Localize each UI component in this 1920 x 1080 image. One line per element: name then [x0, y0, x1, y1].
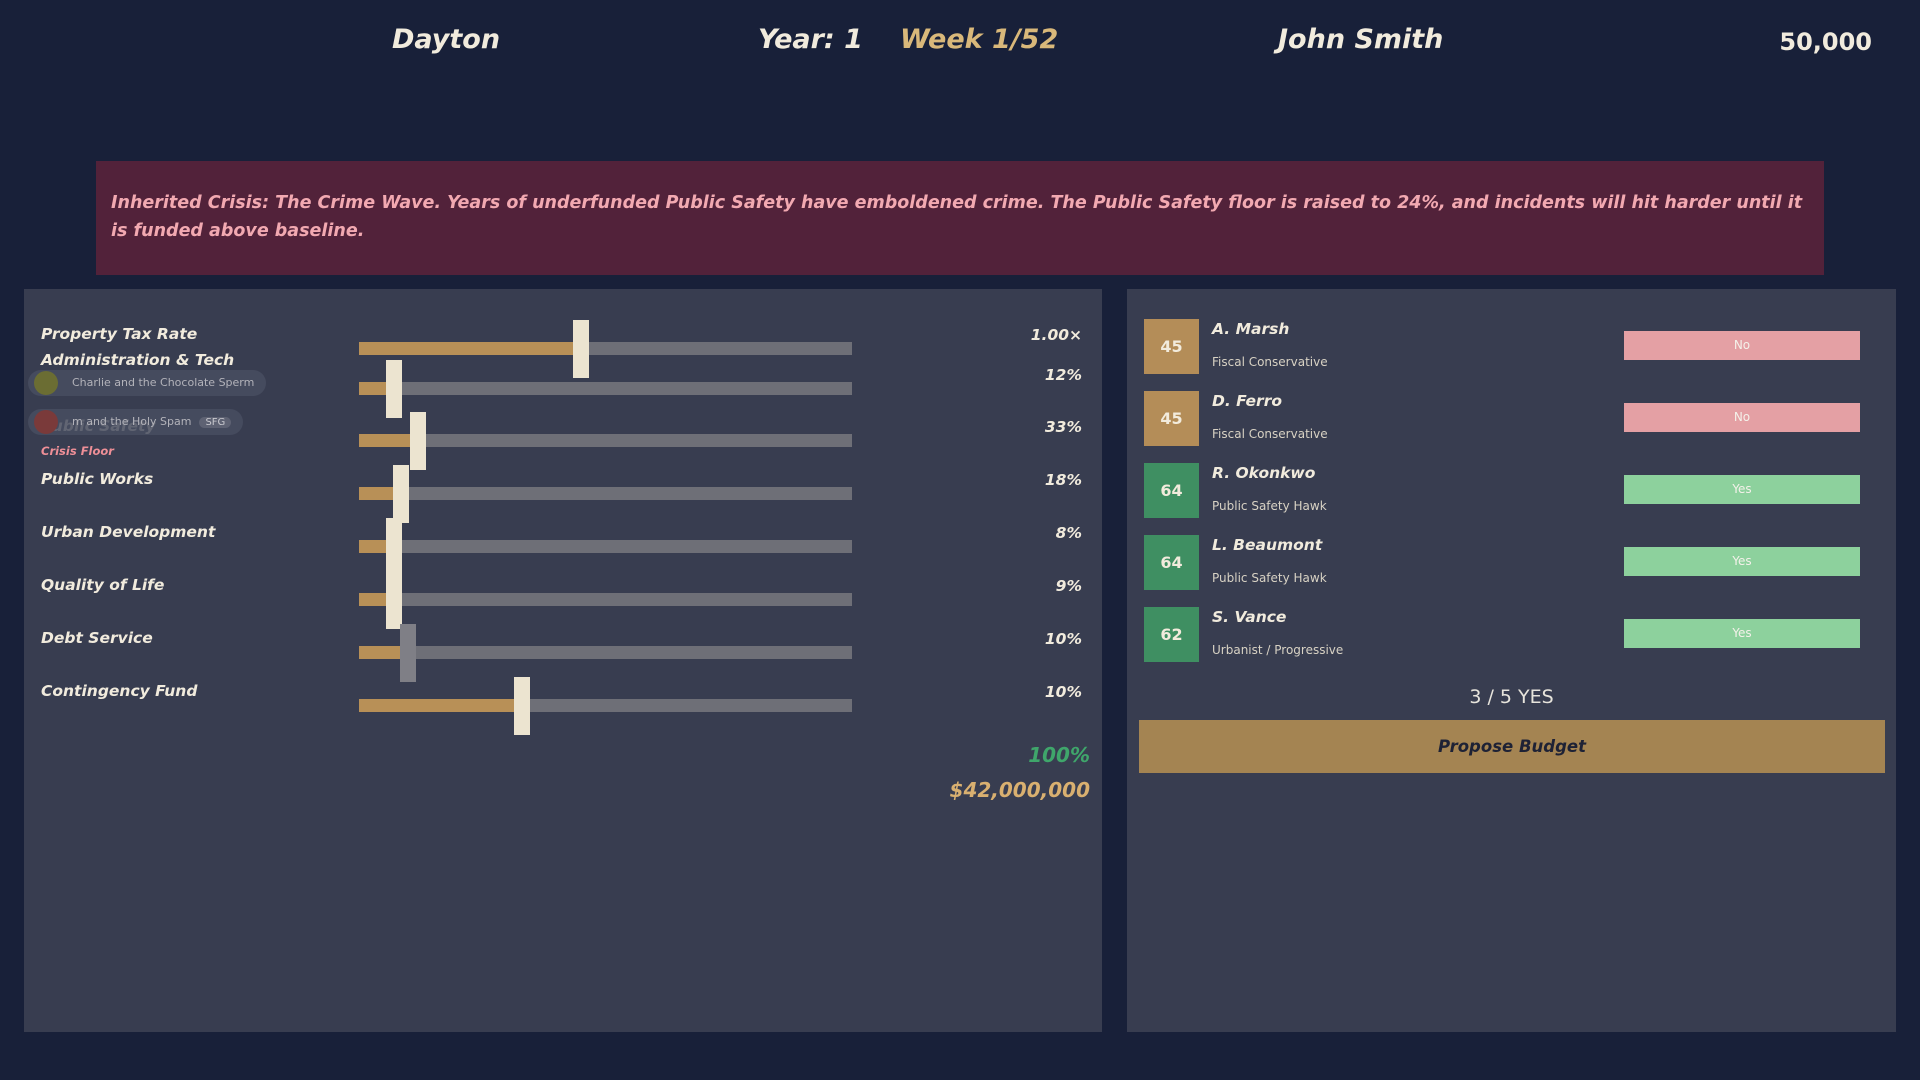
- budget-slider-fill: [359, 487, 401, 500]
- member-name: A. Marsh: [1212, 320, 1290, 338]
- propose-budget-button[interactable]: Propose Budget: [1139, 720, 1885, 773]
- council-member: 64 L. Beaumont Public Safety Hawk Yes: [1144, 535, 1884, 591]
- budget-row: Quality of Life 9%: [24, 571, 1102, 629]
- budget-slider-handle[interactable]: [385, 518, 402, 576]
- council-member: 45 D. Ferro Fiscal Conservative No: [1144, 391, 1884, 447]
- budget-row-value: 10%: [1044, 630, 1082, 648]
- crisis-floor-tag: Crisis Floor: [41, 444, 114, 458]
- budget-row-value: 18%: [1044, 471, 1082, 489]
- budget-slider-fill: [359, 434, 419, 447]
- budget-row: Debt Service 10%: [24, 624, 1102, 682]
- budget-slider-handle: [400, 624, 417, 682]
- council-member: 62 S. Vance Urbanist / Progressive Yes: [1144, 607, 1884, 663]
- city-name: Dayton: [392, 24, 501, 55]
- member-vote: Yes: [1624, 547, 1860, 576]
- music-toast: m and the Holy Spam SFG: [28, 409, 244, 435]
- member-score: 64: [1144, 535, 1199, 590]
- member-party: Fiscal Conservative: [1212, 427, 1328, 441]
- member-vote: No: [1624, 331, 1860, 360]
- member-vote: Yes: [1624, 619, 1860, 648]
- council-member: 45 A. Marsh Fiscal Conservative No: [1144, 319, 1884, 375]
- budget-slider-track[interactable]: [359, 320, 852, 378]
- budget-slider-track[interactable]: [359, 624, 852, 682]
- council-member: 64 R. Okonkwo Public Safety Hawk Yes: [1144, 463, 1884, 519]
- council-panel: 45 A. Marsh Fiscal Conservative No 45 D. Ferr…: [1127, 289, 1896, 1032]
- budget-row-value: 10%: [1044, 683, 1082, 701]
- budget-slider-fill: [359, 699, 522, 712]
- budget-row: Public Works 18%: [24, 465, 1102, 523]
- budget-row: Urban Development 8%: [24, 518, 1102, 576]
- top-bar: Dayton Year: 1 Week 1/52 John Smith 50,0…: [0, 0, 1920, 90]
- member-score: 45: [1144, 391, 1199, 446]
- budget-slider-handle[interactable]: [392, 465, 409, 523]
- budget-slider-handle[interactable]: [385, 571, 402, 629]
- budget-slider-handle[interactable]: [572, 320, 589, 378]
- budget-total-percent: 100%: [1028, 743, 1090, 767]
- member-score: 64: [1144, 463, 1199, 518]
- budget-slider-fill: [359, 342, 581, 355]
- budget-row-label: Urban Development: [41, 523, 216, 541]
- week-label: Week 1/52: [900, 24, 1059, 55]
- budget-row-label: Contingency Fund: [41, 682, 198, 700]
- budget-row-label: Debt Service: [41, 629, 153, 647]
- member-name: D. Ferro: [1212, 392, 1282, 410]
- member-name: S. Vance: [1212, 608, 1287, 626]
- music-toast-title: m and the Holy Spam: [72, 415, 192, 428]
- budget-slider-track[interactable]: [359, 465, 852, 523]
- budget-slider-fill: [359, 540, 394, 553]
- budget-slider-track[interactable]: [359, 412, 852, 470]
- budget-row-value: 12%: [1044, 366, 1082, 384]
- player-name: John Smith: [1278, 24, 1444, 55]
- budget-slider-track[interactable]: [359, 571, 852, 629]
- budget-row-label: Administration & Tech: [41, 351, 235, 369]
- member-score: 45: [1144, 319, 1199, 374]
- crisis-banner: Inherited Crisis: The Crime Wave. Years …: [96, 161, 1824, 275]
- music-toast: Charlie and the Chocolate Sperm: [28, 370, 267, 396]
- budget-row-label: Property Tax Rate: [41, 325, 198, 343]
- member-vote: No: [1624, 403, 1860, 432]
- music-toast-tag: SFG: [199, 417, 232, 428]
- budget-slider-handle[interactable]: [513, 677, 530, 735]
- music-toast-title: Charlie and the Chocolate Sperm: [72, 376, 255, 389]
- member-party: Public Safety Hawk: [1212, 499, 1327, 513]
- budget-panel: Property Tax Rate 1.00× Administration & T…: [24, 289, 1102, 1032]
- member-vote: Yes: [1624, 475, 1860, 504]
- album-disc-icon: [34, 371, 58, 395]
- budget-slider-fill: [359, 646, 409, 659]
- member-name: R. Okonkwo: [1212, 464, 1316, 482]
- money-display: 50,000: [1779, 28, 1872, 56]
- budget-row: Property Tax Rate 1.00×: [24, 320, 1102, 378]
- year-label: Year: 1: [758, 24, 863, 55]
- budget-slider-track[interactable]: [359, 518, 852, 576]
- budget-slider-handle[interactable]: [410, 412, 427, 470]
- budget-row-label: Public Works: [41, 470, 154, 488]
- budget-row-value: 8%: [1055, 524, 1082, 542]
- member-party: Fiscal Conservative: [1212, 355, 1328, 369]
- budget-slider-fill: [359, 382, 394, 395]
- member-party: Urbanist / Progressive: [1212, 643, 1344, 657]
- budget-row-value: 1.00×: [1030, 326, 1082, 344]
- member-score: 62: [1144, 607, 1199, 662]
- member-party: Public Safety Hawk: [1212, 571, 1327, 585]
- budget-total-amount: $42,000,000: [949, 778, 1090, 802]
- budget-slider-handle[interactable]: [385, 360, 402, 418]
- vote-tally: 3 / 5 YES: [1469, 686, 1554, 708]
- budget-slider-track[interactable]: [359, 360, 852, 418]
- budget-slider-fill: [359, 593, 394, 606]
- budget-row: Contingency Fund 10%: [24, 677, 1102, 735]
- budget-row-value: 9%: [1055, 577, 1082, 595]
- budget-row-value: 33%: [1044, 418, 1082, 436]
- budget-row: Administration & Tech 12%: [24, 351, 1102, 418]
- budget-row-label: Quality of Life: [41, 576, 165, 594]
- budget-slider-track[interactable]: [359, 677, 852, 735]
- member-name: L. Beaumont: [1212, 536, 1323, 554]
- album-disc-icon: [34, 410, 58, 434]
